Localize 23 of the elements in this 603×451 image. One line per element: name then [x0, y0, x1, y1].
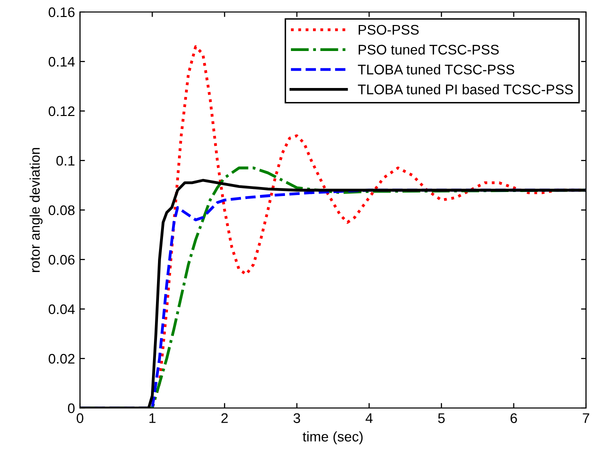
x-tick-label: 5 — [438, 413, 445, 424]
y-tick-label: 0.04 — [48, 304, 75, 314]
x-tick-label: 4 — [366, 413, 373, 423]
y-tick-label: 0.16 — [48, 7, 75, 18]
x-tick-label: 7 — [582, 413, 590, 423]
x-tick-label: 0 — [76, 413, 84, 424]
y-tick-label: 0.06 — [48, 254, 75, 265]
x-axis-title: time (sec) — [302, 431, 363, 444]
y-tick-label: 0.1 — [56, 156, 74, 166]
legend-label: TLOBA tuned TCSC-PSS — [358, 64, 514, 74]
y-axis-title: rotor angle deviation — [30, 148, 43, 272]
x-tick-label: 2 — [221, 413, 228, 423]
y-tick-label: 0.02 — [48, 354, 74, 364]
x-tick-label: 3 — [294, 413, 300, 424]
y-tick-label: 0.14 — [48, 56, 75, 67]
y-tick-label: 0 — [68, 403, 75, 414]
legend-label: TLOBA tuned PI based TCSC-PSS — [358, 84, 573, 94]
x-tick-label: 6 — [510, 413, 517, 424]
legend-label: PSO-PSS — [358, 24, 419, 35]
y-tick-label: 0.08 — [48, 205, 75, 216]
x-tick-label: 1 — [149, 413, 156, 423]
legend-label: PSO tuned TCSC-PSS — [358, 44, 499, 55]
y-tick-label: 0.12 — [48, 106, 74, 116]
